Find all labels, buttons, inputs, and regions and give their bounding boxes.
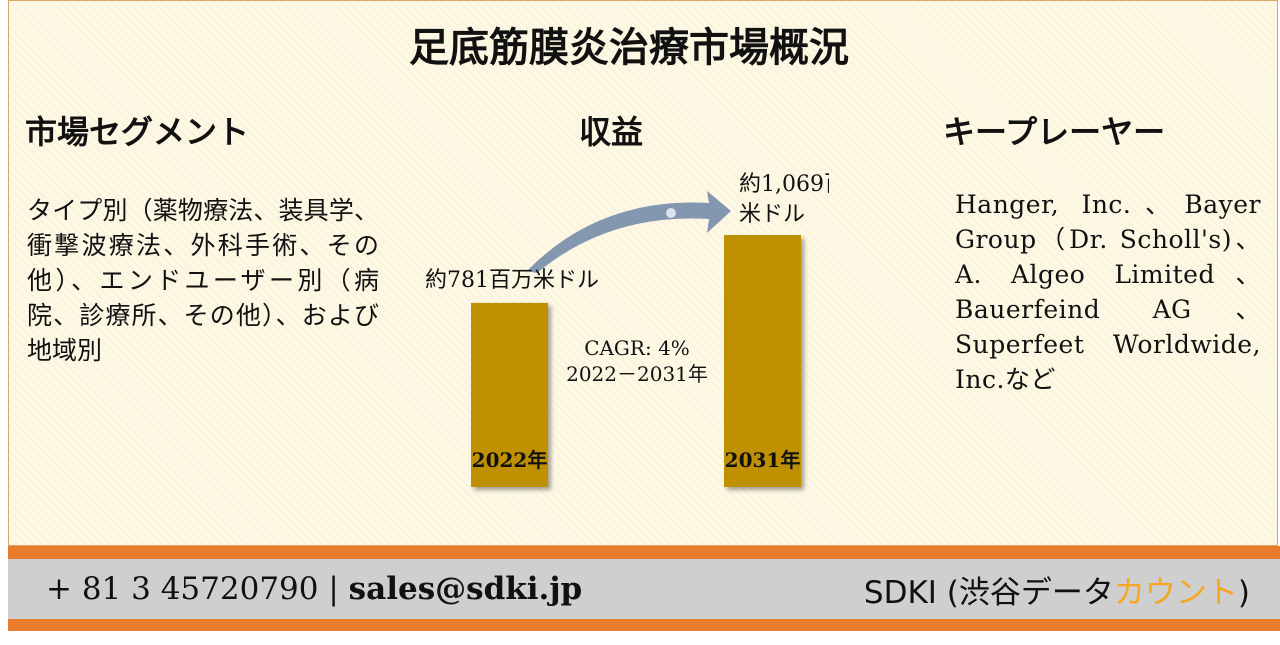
value-label-2031-line2: 米ドル xyxy=(739,202,805,227)
value-label-2022: 約781百万米ドル xyxy=(425,268,599,293)
value-label-2031-line1: 約1,069百万 xyxy=(739,172,829,197)
bar-0 xyxy=(471,302,548,487)
players-heading: キープレーヤー xyxy=(943,113,1166,151)
category-label-0: 2022年 xyxy=(472,448,548,472)
footer: + 81 3 45720790 | sales@sdki.jp SDKI (渋谷… xyxy=(8,559,1280,619)
brand-name: SDKI (渋谷データカウント) xyxy=(864,567,1250,612)
overview-panel: 足底筋膜炎治療市場概況 市場セグメント 収益 キープレーヤー タイプ別（薬物療法… xyxy=(8,0,1278,546)
page-title: 足底筋膜炎治療市場概況 xyxy=(409,24,849,71)
players-text: Hanger, Inc.、Bayer Group（Dr. Scholl's)、A… xyxy=(955,190,1261,394)
brand-suffix: ) xyxy=(1237,575,1250,611)
brand-accent: カウント xyxy=(1113,575,1238,611)
email-link[interactable]: sales@sdki.jp xyxy=(348,571,583,607)
category-label-1: 2031年 xyxy=(725,448,801,472)
revenue-heading: 収益 xyxy=(579,113,644,151)
segments-heading: 市場セグメント xyxy=(25,113,250,151)
segments-text: タイプ別（薬物療法、装具学、衝撃波療法、外科手術、その他）、エンドユーザー別（病… xyxy=(27,196,379,365)
footer-accent-bottom xyxy=(8,619,1280,631)
footer-accent-top xyxy=(8,546,1280,559)
phone-number: + 81 3 45720790 xyxy=(46,571,319,607)
bar-1 xyxy=(724,235,801,487)
arrow-dot xyxy=(666,208,676,218)
brand-prefix: SDKI (渋谷データ xyxy=(863,575,1114,611)
growth-arrow xyxy=(527,191,731,273)
contact-info: + 81 3 45720790 | sales@sdki.jp xyxy=(46,571,582,607)
contact-separator: | xyxy=(328,571,339,607)
cagr-label: CAGR: 4% xyxy=(584,336,690,360)
revenue-chart: 2022年 2031年 約781百万米ドル 約1,069百万 米ドル CAGR: … xyxy=(425,172,829,487)
cagr-period-label: 2022－2031年 xyxy=(566,362,708,386)
